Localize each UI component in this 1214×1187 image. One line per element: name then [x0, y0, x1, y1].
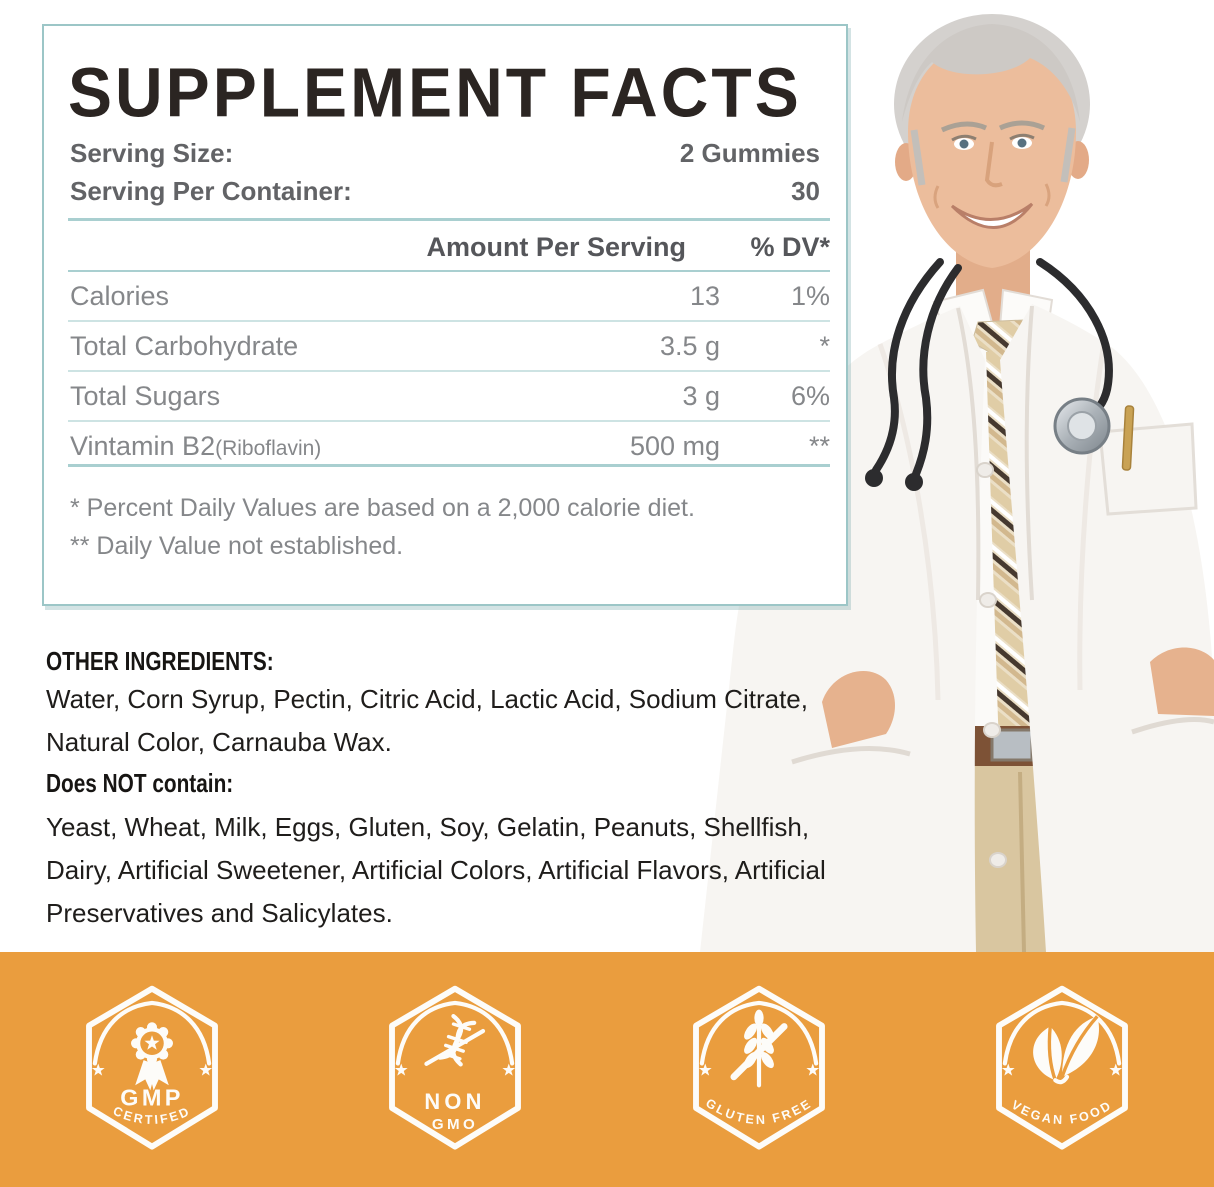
divider [68, 464, 830, 467]
nutrient-dv: 1% [790, 280, 830, 311]
table-row: Vintamin B2(Riboflavin) 500 mg ** [68, 422, 830, 470]
nutrient-subname: (Riboflavin) [215, 436, 322, 460]
vegan-leaves-icon [1033, 1015, 1100, 1085]
star-icon [698, 1063, 712, 1076]
certification-badge-band: GMP CERTIFED [0, 952, 1214, 1187]
ribbon-award-icon [130, 1022, 173, 1091]
star-icon [1109, 1063, 1123, 1076]
gluten-free-badge: GLUTEN FREE [675, 982, 843, 1160]
nutrient-amount: 13 [689, 280, 720, 311]
star-icon [91, 1063, 105, 1076]
nutrition-table: Calories 13 1% Total Carbohydrate 3.5 g … [68, 272, 830, 470]
dv-column-header: % DV* [750, 232, 830, 262]
serving-container-label: Serving Per Container: [70, 176, 352, 206]
nutrient-amount: 500 mg [629, 430, 720, 461]
does-not-contain-body: Yeast, Wheat, Milk, Eggs, Gluten, Soy, G… [46, 812, 826, 928]
panel-title: SUPPLEMENT FACTS [68, 53, 802, 132]
star-icon [1002, 1063, 1015, 1076]
nutrient-name: Calories [70, 280, 170, 311]
nutrient-name: Total Sugars [70, 380, 221, 411]
table-row: Total Carbohydrate 3.5 g * [68, 322, 830, 372]
nutrient-name: Total Carbohydrate [70, 330, 299, 361]
gluten-free-wheat-icon [730, 1009, 788, 1088]
divider [68, 218, 830, 221]
serving-size-row: Serving Size: 2 Gummies [70, 138, 820, 169]
star-icon [502, 1063, 516, 1076]
gmp-certified-badge: GMP CERTIFED [68, 982, 236, 1160]
badge-hexagon-outline [85, 985, 218, 1150]
star-icon [199, 1063, 212, 1076]
serving-size-value: 2 Gummies [679, 138, 820, 168]
table-row: Total Sugars 3 g 6% [68, 372, 830, 422]
nutrient-dv: 6% [790, 380, 830, 411]
nutrient-amount: 3 g [682, 380, 720, 411]
badge-label: GMP [120, 1084, 184, 1110]
footnote-not-established: ** Daily Value not established. [70, 532, 404, 560]
star-icon [395, 1063, 408, 1076]
table-row: Calories 13 1% [68, 272, 830, 322]
divider [68, 270, 830, 272]
supplement-facts-panel: SUPPLEMENT FACTS Serving Size: 2 Gummies… [42, 24, 848, 606]
badge-label-2: GMO [432, 1116, 478, 1133]
vegan-food-badge: VEGAN FOOD [978, 982, 1146, 1160]
table-header: Amount Per Serving % DV* [70, 232, 830, 263]
other-ingredients-title: OTHER INGREDIENTS: [46, 646, 274, 676]
nutrient-dv: * [819, 330, 830, 361]
nutrient-amount: 3.5 g [659, 330, 720, 361]
serving-container-row: Serving Per Container: 30 [70, 176, 820, 207]
amount-column-header: Amount Per Serving [426, 232, 686, 262]
other-ingredients-body: Water, Corn Syrup, Pectin, Citric Acid, … [46, 684, 808, 757]
non-gmo-badge: NON GMO [371, 982, 539, 1160]
non-gmo-dna-icon [424, 1014, 486, 1067]
badge-inner-arc [92, 1000, 211, 1066]
star-icon [806, 1063, 819, 1076]
badge-label: NON [425, 1089, 486, 1114]
doctor-photo [700, 14, 1214, 952]
nutrient-name: Vintamin B2(Riboflavin) [70, 430, 322, 461]
serving-container-value: 30 [791, 176, 820, 206]
footnote-daily-values: * Percent Daily Values are based on a 2,… [70, 494, 695, 522]
nutrient-dv: ** [808, 430, 830, 461]
serving-size-label: Serving Size: [70, 138, 234, 168]
does-not-contain-title: Does NOT contain: [46, 768, 234, 798]
